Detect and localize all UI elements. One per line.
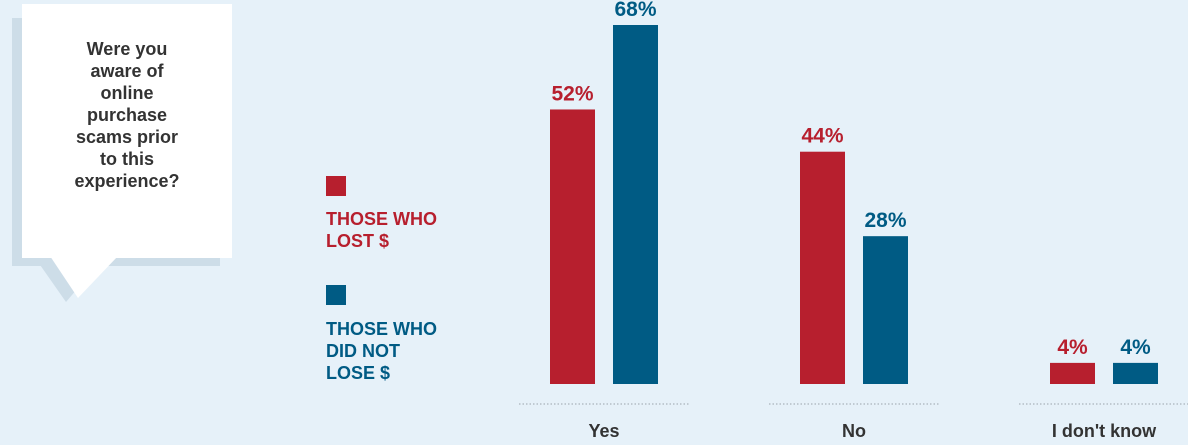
bar-2-1 [1113,362,1158,384]
question-text: Were you aware of online purchase scams … [74,39,180,191]
legend-label-lost: THOSE WHO LOST $ [326,209,437,251]
bar-2-0 [1050,362,1095,384]
legend-swatch-not-lost [326,285,346,305]
category-label-2: I don't know [1052,421,1157,441]
bar-0-1 [613,25,658,384]
legend-swatch-lost [326,176,346,196]
bar-label-2-1: 4% [1120,336,1151,359]
bar-1-1 [863,236,908,384]
category-labels-group: Yes No I don't know [588,421,1157,441]
bar-label-0-1: 68% [614,0,656,21]
question-bubble [12,4,232,302]
bars-group: 52% 68% 44% 28% 4% 4% [550,0,1158,385]
bubble-body [22,4,232,258]
bar-0-0 [550,109,595,385]
bubble-tail [50,256,118,298]
bar-label-2-0: 4% [1057,336,1088,359]
bar-label-1-0: 44% [801,125,843,148]
category-label-1: No [842,421,866,441]
category-label-0: Yes [588,421,619,441]
bar-label-0-0: 52% [551,82,593,105]
bar-1-0 [800,151,845,384]
bar-label-1-1: 28% [864,209,906,232]
legend-label-not-lost: THOSE WHO DID NOT LOSE $ [326,319,437,383]
